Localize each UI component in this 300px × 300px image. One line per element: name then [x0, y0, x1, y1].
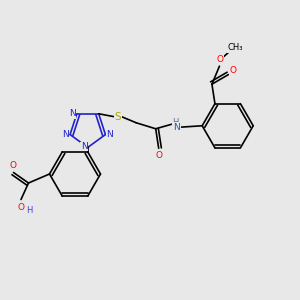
Text: N: N: [69, 109, 76, 118]
Text: O: O: [17, 203, 25, 212]
Text: O: O: [217, 55, 224, 64]
Text: N: N: [81, 142, 88, 151]
Text: H: H: [172, 118, 178, 127]
Text: O: O: [156, 151, 163, 160]
Text: N: N: [173, 123, 180, 132]
Text: O: O: [9, 161, 16, 170]
Text: CH₃: CH₃: [228, 43, 243, 52]
Text: N: N: [106, 130, 113, 139]
Text: N: N: [62, 130, 69, 139]
Text: O: O: [230, 66, 236, 75]
Text: S: S: [115, 112, 122, 122]
Text: H: H: [26, 206, 32, 215]
